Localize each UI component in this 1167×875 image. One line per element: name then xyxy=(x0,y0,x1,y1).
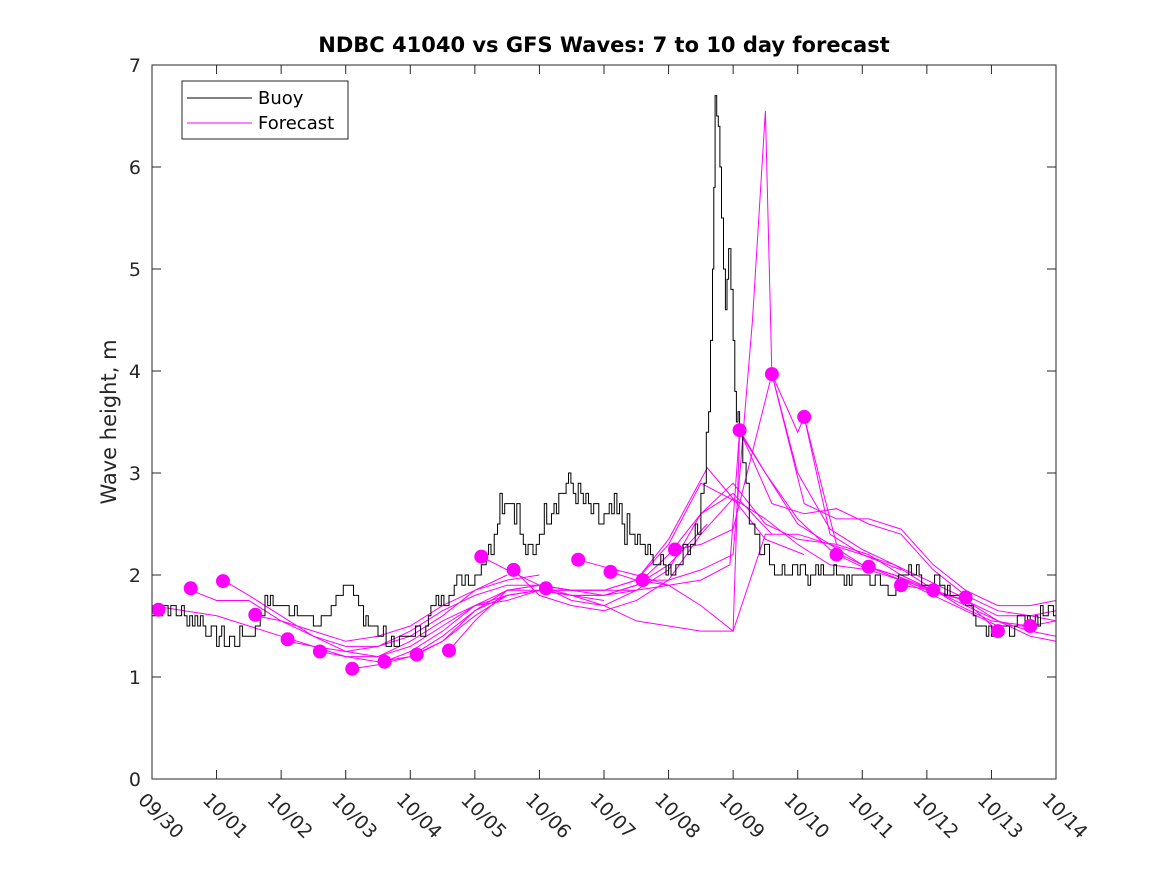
forecast-marker-3 xyxy=(248,607,263,622)
forecast-run-line-18 xyxy=(771,373,1057,607)
forecast-marker-12 xyxy=(538,581,553,596)
forecast-marker-20 xyxy=(829,547,844,562)
forecast-marker-17 xyxy=(732,423,747,438)
buoy-series-group xyxy=(152,95,1057,647)
forecast-marker-21 xyxy=(861,559,876,574)
y-tick-label: 1 xyxy=(129,667,141,689)
legend-buoy-label: Buoy xyxy=(258,88,304,109)
legend-forecast-label: Forecast xyxy=(258,113,334,134)
forecast-marker-7 xyxy=(377,654,392,669)
chart-title: NDBC 41040 vs GFS Waves: 7 to 10 day for… xyxy=(318,33,889,57)
legend: Buoy Forecast xyxy=(181,80,349,140)
forecast-run-line-16 xyxy=(674,372,1031,627)
forecast-marker-10 xyxy=(474,549,489,564)
forecast-series-group xyxy=(151,110,1057,670)
forecast-marker-9 xyxy=(442,643,456,658)
y-axis-ticks: 0 1 2 3 4 5 6 7 xyxy=(129,55,1056,791)
forecast-run-line-12 xyxy=(545,533,902,632)
forecast-marker-16 xyxy=(668,542,682,557)
forecast-markers-group xyxy=(151,367,1038,676)
forecast-run-line-9 xyxy=(448,467,805,651)
forecast-marker-18 xyxy=(764,367,779,382)
forecast-marker-1 xyxy=(183,581,198,596)
forecast-marker-26 xyxy=(1023,619,1038,633)
forecast-run-line-8 xyxy=(416,492,773,656)
forecast-marker-8 xyxy=(409,647,424,662)
forecast-run-line-17 xyxy=(739,429,1057,622)
forecast-marker-23 xyxy=(926,583,941,598)
forecast-marker-2 xyxy=(216,574,230,589)
forecast-marker-24 xyxy=(958,590,973,605)
y-tick-label: 2 xyxy=(129,565,141,587)
forecast-marker-13 xyxy=(571,552,586,567)
y-tick-label: 0 xyxy=(129,769,141,791)
forecast-run-line-14 xyxy=(610,428,966,601)
y-tick-label: 3 xyxy=(129,463,141,485)
forecast-marker-5 xyxy=(312,644,327,659)
forecast-marker-25 xyxy=(990,624,1005,639)
forecast-marker-22 xyxy=(894,578,908,593)
forecast-marker-14 xyxy=(603,564,618,579)
y-tick-label: 7 xyxy=(129,55,141,77)
forecast-marker-0 xyxy=(151,602,166,617)
forecast-run-line-11 xyxy=(513,497,869,612)
y-tick-label: 5 xyxy=(129,259,141,281)
forecast-run-line-1 xyxy=(190,574,540,642)
y-tick-label: 4 xyxy=(129,361,141,383)
forecast-marker-11 xyxy=(506,562,521,577)
buoy-line xyxy=(152,95,1057,647)
y-axis-label: Wave height, m xyxy=(97,339,121,504)
forecast-marker-6 xyxy=(345,661,360,676)
forecast-run-line-0 xyxy=(151,574,508,653)
forecast-marker-15 xyxy=(635,573,650,588)
plot-area xyxy=(152,65,1056,779)
forecast-marker-4 xyxy=(280,632,295,647)
y-tick-label: 6 xyxy=(129,157,141,179)
legend-box xyxy=(181,80,349,140)
forecast-marker-19 xyxy=(797,409,812,424)
